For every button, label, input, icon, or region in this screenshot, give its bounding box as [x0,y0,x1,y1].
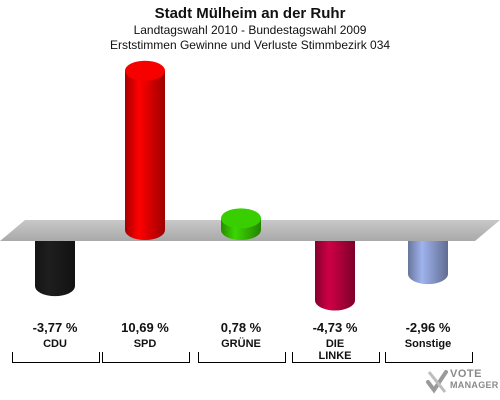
bar-grüne [221,208,261,240]
chart-title: Stadt Mülheim an der Ruhr [154,5,346,22]
category-bracket [198,352,286,363]
category-label: SPD [133,338,157,350]
checkmark-icon [426,370,448,394]
category-label: CDU [43,338,67,350]
logo-line-1: VOTE [450,368,482,380]
category-label: Sonstige [404,338,452,350]
logo-line-2: MANAGER [450,380,499,390]
category-bracket [12,352,100,363]
category-bracket [102,352,190,363]
value-label: -2,96 % [405,320,451,335]
category-bracket [385,352,473,363]
chart-subtitle: Landtagswahl 2010 - Bundestagswahl 2009 [133,23,367,37]
category-label: DIE LINKE [318,338,352,362]
chart-subtitle-2: Erststimmen Gewinne und Verluste Stimmbe… [109,38,391,52]
value-label: -3,77 % [32,320,78,335]
category-bracket [292,352,380,363]
value-label: -4,73 % [312,320,358,335]
value-label: 0,78 % [220,320,262,335]
bar-spd [125,60,165,241]
value-label: 10,69 % [121,320,169,335]
vote-manager-logo: VOTE MANAGER [424,366,500,400]
category-label: GRÜNE [221,338,261,350]
